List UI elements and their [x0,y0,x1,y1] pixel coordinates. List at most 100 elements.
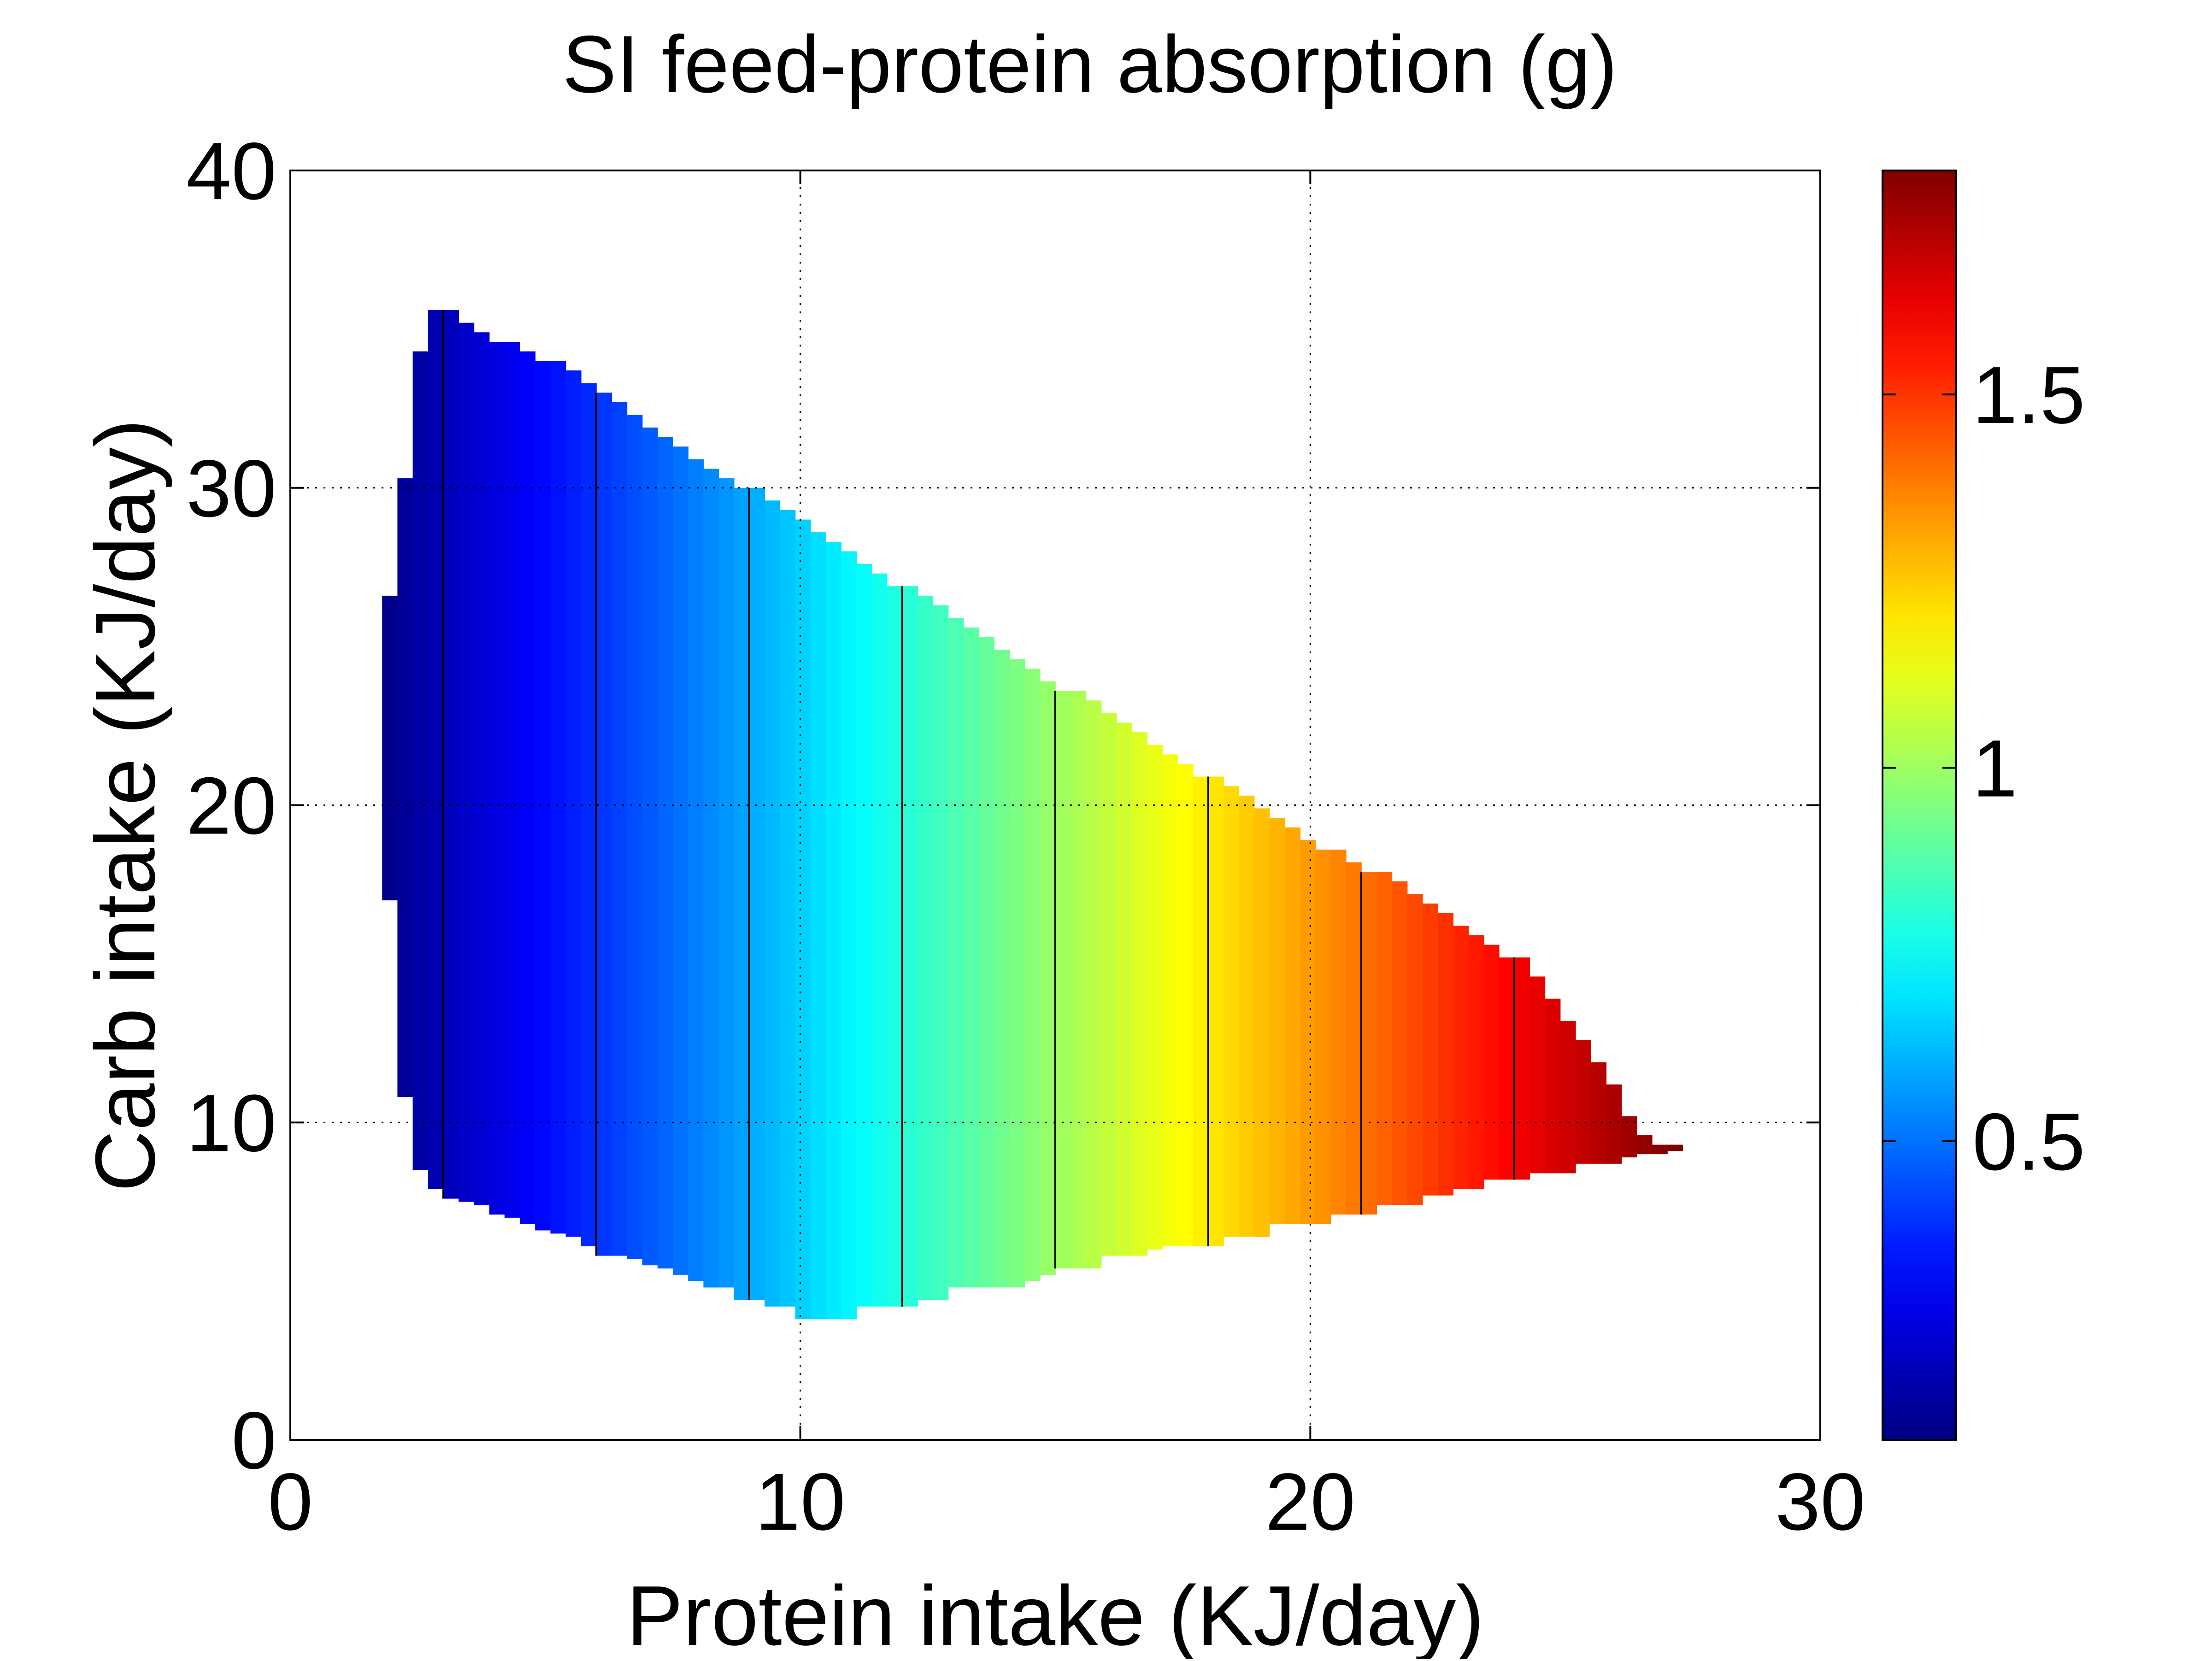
x-tick-label: 20 [1265,1457,1355,1547]
heatmap-cells [382,310,1683,1320]
heatmap-cell [1055,691,1071,1269]
colorbar-tick-label: 1.5 [1972,350,2085,440]
y-axis-label: Carb intake (KJ/day) [77,419,172,1191]
y-tick-label: 10 [186,1078,276,1168]
heatmap-cell [1361,872,1377,1215]
heatmap-cell [1483,945,1500,1180]
heatmap-cell [627,415,643,1259]
heatmap-cell [948,618,964,1288]
heatmap-cell [826,541,841,1320]
heatmap-cell [1162,754,1178,1246]
heatmap-cell [1177,763,1194,1246]
heatmap-cell [1147,745,1163,1250]
heatmap-cell [1575,1040,1591,1164]
heatmap-cell [1667,1145,1683,1151]
heatmap-cell [1346,862,1362,1215]
colorbar: 0.5 1 1.5 [1882,170,2085,1441]
heatmap-cell [856,564,872,1307]
heatmap-cell [780,510,796,1307]
heatmap-cell [765,500,781,1307]
heatmap-cell [397,478,413,1098]
heatmap-cell [1468,935,1484,1189]
heatmap-cell [1071,691,1087,1269]
heatmap-cell [1024,669,1041,1281]
heatmap-cell [1591,1062,1606,1164]
heatmap-cell [1636,1135,1653,1155]
heatmap-cell [1422,904,1438,1196]
heatmap-cell [443,310,459,1199]
heatmap-cell [918,595,934,1300]
heatmap-cell [933,605,949,1300]
x-tick-label: 10 [755,1457,846,1547]
y-axis-ticks: 0 10 20 30 40 [186,126,1820,1486]
heatmap-cell [887,586,903,1307]
colorbar-gradient [1882,170,1957,1441]
heatmap-cell [428,310,444,1189]
heatmap-cell [1132,732,1147,1256]
heatmap-cell [1086,700,1102,1269]
heatmap-cell [902,586,918,1307]
heatmap-cell [1377,872,1393,1205]
heatmap-cell [1315,849,1331,1224]
y-tick-label: 0 [231,1396,276,1486]
x-axis-label: Protein intake (KJ/day) [626,1568,1484,1659]
heatmap-cell [1652,1145,1668,1155]
heatmap-cell [520,351,535,1224]
heatmap-cell [1193,776,1209,1246]
colorbar-ticks: 0.5 1 1.5 [1883,350,2085,1187]
heatmap-cell [1040,681,1056,1275]
chart-title: SI feed-protein absorption (g) [562,19,1617,110]
heatmap-cell [657,437,673,1269]
heatmap-cell [994,650,1010,1288]
heatmap-cell [535,361,551,1231]
heatmap-cell [1438,913,1453,1196]
heatmap-cell [565,370,582,1237]
heatmap-cell [841,551,857,1320]
x-tick-label: 0 [268,1457,313,1547]
heatmap-cell [1208,776,1224,1246]
heatmap-cell [963,627,979,1288]
heatmap-cell [1606,1084,1622,1164]
heatmap-cell [1239,795,1255,1237]
x-axis-ticks: 0 10 20 30 [268,170,1865,1547]
heatmap-cell [795,519,811,1320]
heatmap-cell [1009,659,1025,1288]
heatmap-cell [1453,926,1469,1189]
heatmap-cell [1254,808,1270,1237]
heatmap-cell [1116,722,1132,1256]
heatmap-cell [642,427,658,1266]
y-tick-label: 20 [186,761,276,851]
heatmap-cell [1224,786,1240,1237]
heatmap-cell [1499,957,1515,1180]
heatmap-cell [550,361,566,1234]
heatmap-cell [734,487,750,1300]
heatmap-cell [718,478,735,1288]
heatmap-cell [871,573,888,1307]
heatmap-cell [1300,840,1316,1224]
heatmap-cell [474,332,490,1205]
heatmap-cell [673,446,688,1275]
heatmap-cell [412,351,429,1170]
colorbar-tick-label: 1 [1972,723,2018,814]
heatmap-cell [581,383,597,1246]
heatmap-cell [489,341,505,1215]
heatmap-cell [810,532,826,1320]
heatmap-cell [1407,894,1423,1205]
heatmap-cell [382,595,398,901]
heatmap-cell [979,637,994,1288]
heatmap-cell [1330,849,1347,1215]
heatmap-cell [1530,976,1546,1174]
heatmap-cell [504,341,520,1218]
heatmap-cell [688,459,704,1281]
heatmap-cell [612,402,628,1256]
heatmap-cell [1101,713,1117,1256]
y-tick-label: 30 [186,444,276,534]
colorbar-tick-label: 0.5 [1972,1097,2085,1187]
heatmap-cell [459,323,475,1202]
x-tick-label: 30 [1775,1457,1865,1547]
heatmap-cell [1285,827,1300,1224]
y-tick-label: 40 [186,126,276,217]
heatmap-cell [596,393,612,1256]
